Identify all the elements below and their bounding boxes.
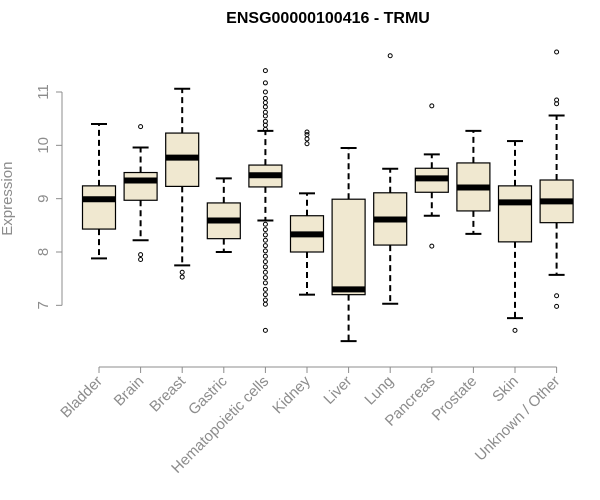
box-gastric [206, 177, 241, 253]
outlier-point [262, 286, 268, 292]
x-tick-label: Liver [320, 373, 355, 408]
outlier-point [262, 232, 268, 238]
iqr-box [497, 185, 533, 243]
outlier-point [138, 256, 144, 262]
x-tick-label: Skin [489, 373, 522, 406]
box-kidney [289, 129, 325, 296]
box-bladder [81, 123, 117, 260]
y-tick-label: 11 [35, 84, 52, 100]
y-axis: 7 8 9 10 11 [35, 84, 63, 310]
outlier-point [262, 89, 268, 95]
chart-title: ENSG00000100416 - TRMU [226, 10, 430, 27]
outlier-point [262, 297, 268, 303]
x-tick-label: Prostate [429, 373, 481, 425]
x-tick-label: Kidney [269, 372, 314, 417]
y-tick-label: 8 [35, 248, 52, 256]
y-tick-label: 9 [35, 194, 52, 202]
outlier-point [262, 95, 268, 101]
box-breast [165, 87, 200, 280]
outlier-point [262, 227, 268, 233]
outlier-point [304, 141, 310, 147]
box-liver [331, 147, 366, 343]
box-lung [373, 53, 408, 305]
outlier-point [262, 301, 268, 307]
outlier-point [262, 259, 268, 265]
outlier-point [262, 269, 268, 275]
x-tick-label: Breast [146, 372, 189, 415]
x-tick-label: Bladder [57, 373, 106, 422]
box-pancreas [414, 103, 449, 249]
iqr-box [331, 198, 366, 296]
outlier-point [262, 248, 268, 254]
y-axis-label: Expression [0, 162, 16, 236]
outlier-point [262, 221, 268, 227]
boxes-layer [81, 49, 574, 343]
outlier-point [262, 253, 268, 259]
outlier-point [262, 243, 268, 249]
x-tick-label: Brain [111, 373, 148, 410]
outlier-point [554, 101, 560, 107]
iqr-box [123, 171, 158, 201]
outlier-point [262, 113, 268, 119]
outlier-point [262, 275, 268, 281]
outlier-point [304, 129, 310, 135]
outlier-point [179, 269, 185, 275]
outlier-point [429, 103, 435, 109]
outlier-point [554, 293, 560, 299]
outlier-point [554, 303, 560, 309]
box-brain [123, 124, 158, 262]
y-tick-label: 7 [35, 301, 52, 309]
y-tick-label: 10 [35, 137, 52, 154]
outlier-point [304, 132, 310, 138]
outlier-point [512, 327, 518, 333]
outlier-point [554, 49, 560, 55]
outlier-point [429, 243, 435, 249]
outlier-point [262, 68, 268, 74]
outlier-point [262, 292, 268, 298]
box-prostate [456, 129, 491, 235]
outlier-point [179, 274, 185, 280]
outlier-point [138, 252, 144, 258]
iqr-box [81, 185, 117, 230]
outlier-point [262, 126, 268, 132]
box-skin [497, 140, 533, 333]
outlier-point [262, 280, 268, 286]
outlier-point [262, 264, 268, 270]
outlier-point [387, 53, 393, 59]
outlier-point [138, 124, 144, 130]
x-tick-label: Lung [361, 373, 397, 409]
outlier-point [262, 100, 268, 106]
outlier-point [262, 327, 268, 333]
box-hematopoietic-cells [248, 68, 283, 333]
outlier-point [262, 80, 268, 86]
outlier-point [262, 104, 268, 110]
box-unknown-other [539, 49, 574, 309]
outlier-point [262, 237, 268, 243]
outlier-point [304, 136, 310, 142]
